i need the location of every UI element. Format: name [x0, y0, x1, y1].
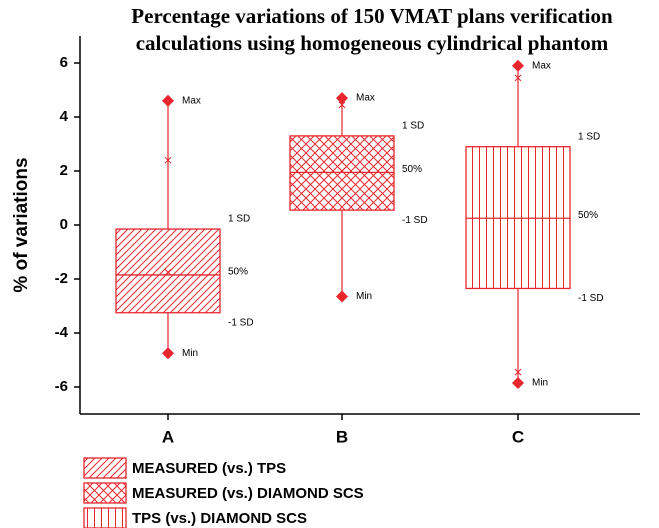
box-label: 50% [578, 210, 598, 221]
box-label: -1 SD [578, 293, 604, 304]
box [289, 135, 395, 211]
y-tick-label: 4 [60, 108, 69, 125]
extreme-marker [162, 347, 174, 360]
legend-label: TPS (vs.) DIAMOND SCS [132, 510, 307, 527]
cross-marker [164, 156, 172, 164]
legend-swatch [83, 507, 127, 528]
extreme-label: Min [532, 378, 548, 389]
y-tick-label: -6 [55, 378, 68, 395]
legend-swatch [83, 482, 127, 504]
chart-title: calculations using homogeneous cylindric… [136, 31, 609, 55]
box [465, 146, 571, 290]
legend-label: MEASURED (vs.) DIAMOND SCS [132, 485, 364, 502]
x-tick-label: C [512, 427, 524, 446]
box-label: 50% [402, 164, 422, 175]
extreme-label: Max [356, 93, 375, 104]
y-tick-label: 0 [60, 216, 68, 233]
box-label: -1 SD [402, 215, 428, 226]
cross-marker [338, 167, 346, 175]
y-tick-label: -2 [55, 270, 68, 287]
y-tick-label: 6 [60, 54, 68, 71]
extreme-label: Min [356, 291, 372, 302]
y-tick-label: 2 [60, 162, 68, 179]
box [115, 228, 221, 314]
legend-label: MEASURED (vs.) TPS [132, 460, 286, 477]
legend-swatch [83, 457, 127, 479]
extreme-label: Min [182, 348, 198, 359]
cross-marker [514, 368, 522, 376]
cross-marker [338, 101, 346, 109]
extreme-label: Max [532, 60, 551, 71]
box-label: 1 SD [402, 121, 424, 132]
cross-marker [514, 74, 522, 82]
extreme-marker [336, 290, 348, 303]
y-axis-label: % of variations [11, 157, 32, 292]
extreme-marker [512, 59, 524, 72]
box-label: 1 SD [578, 131, 600, 142]
chart-title: Percentage variations of 150 VMAT plans … [131, 4, 613, 28]
extreme-marker [162, 94, 174, 107]
x-tick-label: B [336, 427, 348, 446]
y-tick-label: -4 [55, 324, 69, 341]
extreme-marker [512, 376, 524, 389]
x-tick-label: A [162, 427, 174, 446]
extreme-marker [336, 92, 348, 105]
box-label: 50% [228, 267, 248, 278]
box-label: -1 SD [228, 317, 254, 328]
cross-marker [164, 268, 172, 276]
box-label: 1 SD [228, 214, 250, 225]
extreme-label: Max [182, 95, 201, 106]
